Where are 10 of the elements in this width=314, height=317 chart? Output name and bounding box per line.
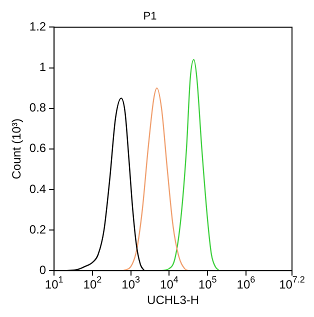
y-tick-label: 1 [39,60,46,74]
y-axis-title: Count (10³) [10,118,24,180]
y-tick-label: 0.6 [29,141,46,156]
y-tick-label: 0.2 [29,222,46,236]
chart-title: P1 [143,10,157,23]
y-tick-label: 0 [39,262,46,277]
y-tick-label: 1.2 [29,20,46,34]
y-tick-label: 0.4 [29,182,46,196]
y-tick-label: 0.8 [29,100,46,115]
x-axis-title: UCHL3-H [147,293,200,308]
